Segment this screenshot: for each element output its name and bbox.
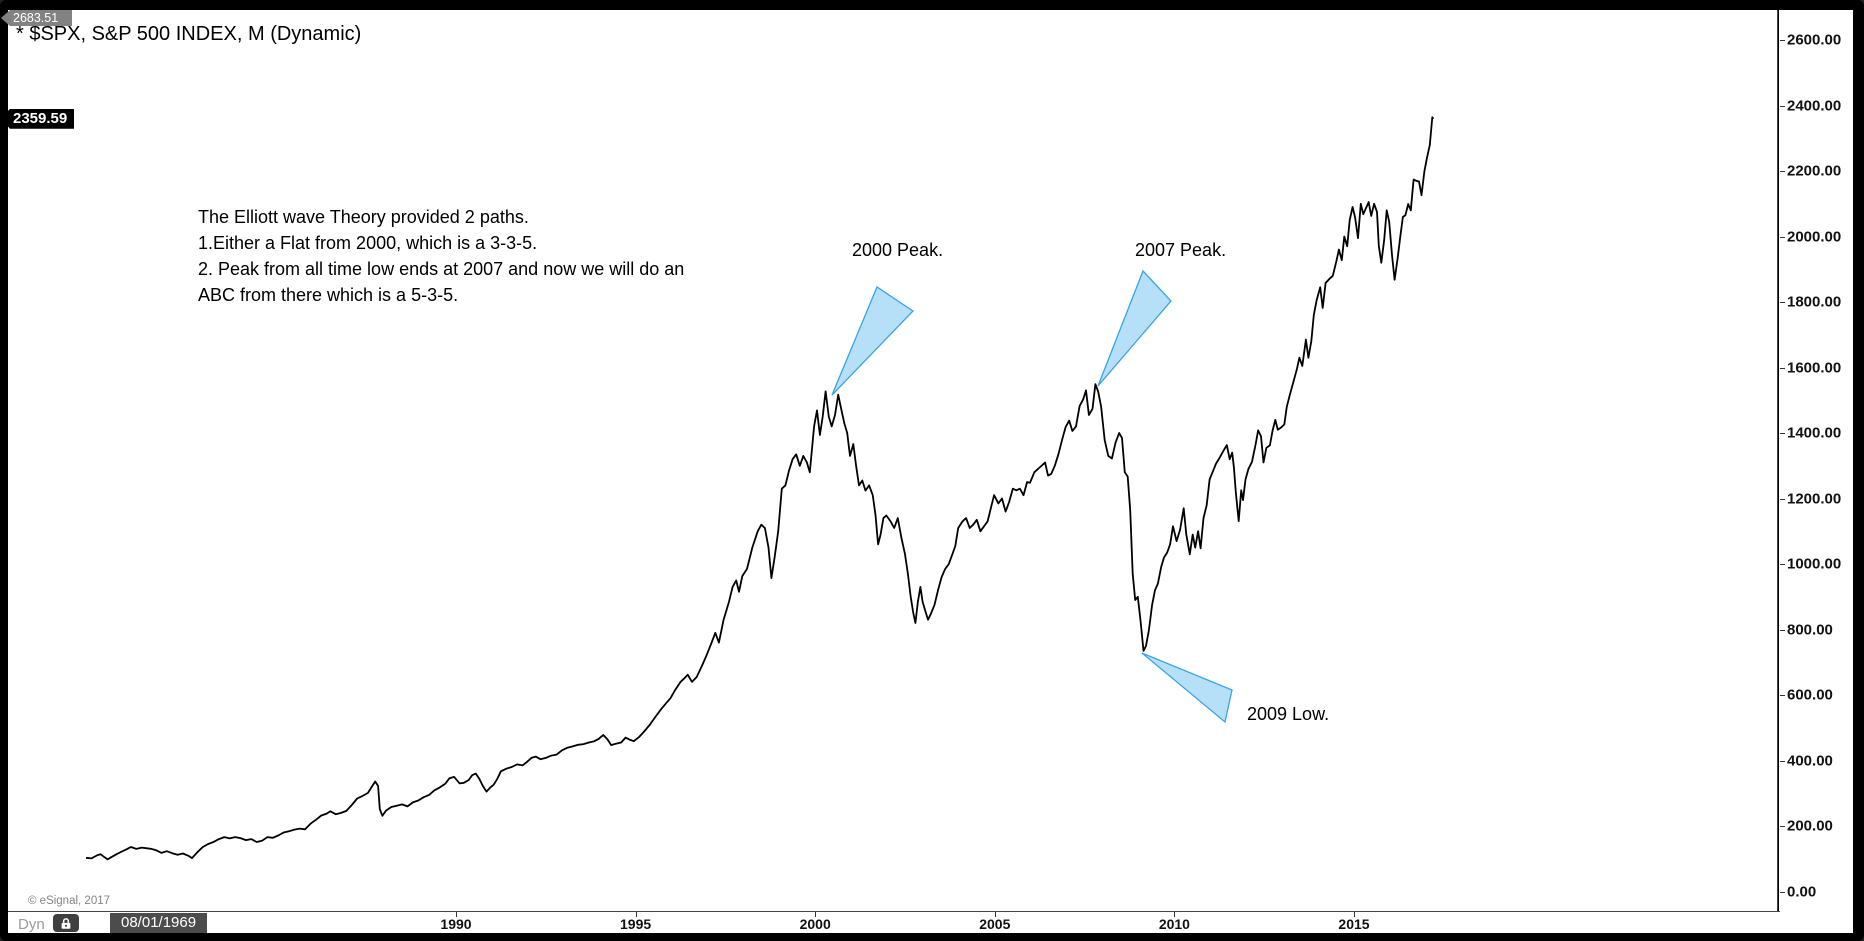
last-price-value: 2359.59 <box>13 110 68 128</box>
dyn-mode-label: Dyn <box>18 916 45 933</box>
note-line-2: 1.Either a Flat from 2000, which is a 3-… <box>198 233 538 253</box>
y-tick-label: 0.00 <box>1787 883 1817 900</box>
x-tick-label: 2010 <box>1158 916 1190 932</box>
x-tick-label: 2005 <box>979 916 1011 932</box>
y-tick-label: 2600.00 <box>1787 31 1842 49</box>
y-tick-label: 1600.00 <box>1787 359 1842 376</box>
projected-price-flag: 2683.51 <box>1 10 72 26</box>
annotation-label-2009-low[interactable]: 2009 Low. <box>1247 704 1330 724</box>
y-tick <box>1780 564 1785 565</box>
x-tick <box>1174 912 1176 917</box>
y-tick-label: 2200.00 <box>1787 162 1842 180</box>
x-tick-label: 2000 <box>799 916 831 932</box>
y-tick <box>1780 236 1785 238</box>
x-tick <box>1354 912 1355 917</box>
y-tick-label: 1000.00 <box>1787 555 1842 573</box>
chart-plot-area[interactable] <box>8 10 1778 933</box>
y-tick-label: 600.00 <box>1787 686 1833 704</box>
y-tick-label: 2000.00 <box>1787 228 1842 245</box>
x-tick <box>994 912 996 917</box>
note-line-3: 2. Peak from all time low ends at 2007 a… <box>198 259 685 279</box>
y-tick-label: 200.00 <box>1787 817 1833 835</box>
elliott-wave-note[interactable]: The Elliott wave Theory provided 2 paths… <box>198 204 684 308</box>
y-tick-label: 1200.00 <box>1787 490 1842 507</box>
y-tick <box>1780 891 1785 893</box>
y-tick <box>1780 695 1785 696</box>
y-tick-label: 1800.00 <box>1787 293 1842 311</box>
y-tick <box>1780 171 1785 172</box>
y-tick-label: 800.00 <box>1787 621 1833 638</box>
note-line-4: ABC from there which is a 5-3-5. <box>198 285 459 305</box>
x-tick-label: 1990 <box>440 916 472 932</box>
y-tick-label: 400.00 <box>1787 752 1833 769</box>
y-tick <box>1780 433 1785 434</box>
y-tick <box>1780 302 1785 303</box>
copyright-label: © eSignal, 2017 <box>28 895 111 907</box>
y-tick <box>1780 498 1785 500</box>
note-line-1: The Elliott wave Theory provided 2 paths… <box>198 207 529 227</box>
y-tick <box>1780 367 1785 369</box>
y-tick <box>1780 629 1785 631</box>
price-axis[interactable]: 2600.00 2400.00 2200.00 2000.00 1800.00 1600.… <box>1779 10 1853 933</box>
annotation-label-2000-peak[interactable]: 2000 Peak. <box>852 240 944 260</box>
annotation-label-2007-peak[interactable]: 2007 Peak. <box>1135 240 1227 260</box>
lock-icon[interactable] <box>53 914 79 932</box>
y-tick-label: 2400.00 <box>1787 97 1842 114</box>
y-tick <box>1780 826 1785 827</box>
time-axis[interactable]: Dyn 08/01/1969 1990 1995 2000 2005 2010 2015 <box>8 911 1780 933</box>
y-tick <box>1780 105 1785 107</box>
y-tick-label: 1400.00 <box>1787 424 1842 442</box>
last-price-flag: 2359.59 <box>1 108 74 129</box>
x-tick <box>635 912 637 917</box>
x-tick <box>456 912 457 917</box>
y-tick <box>1780 760 1785 762</box>
chart-title: * $SPX, S&P 500 INDEX, M (Dynamic) <box>16 23 362 45</box>
x-tick-label: 1995 <box>620 916 652 932</box>
x-tick-label: 2015 <box>1338 916 1370 932</box>
projected-price-value: 2683.51 <box>13 11 59 25</box>
x-tick <box>815 912 817 917</box>
first-bar-date-badge[interactable]: 08/01/1969 <box>110 913 208 933</box>
y-tick <box>1780 40 1785 41</box>
